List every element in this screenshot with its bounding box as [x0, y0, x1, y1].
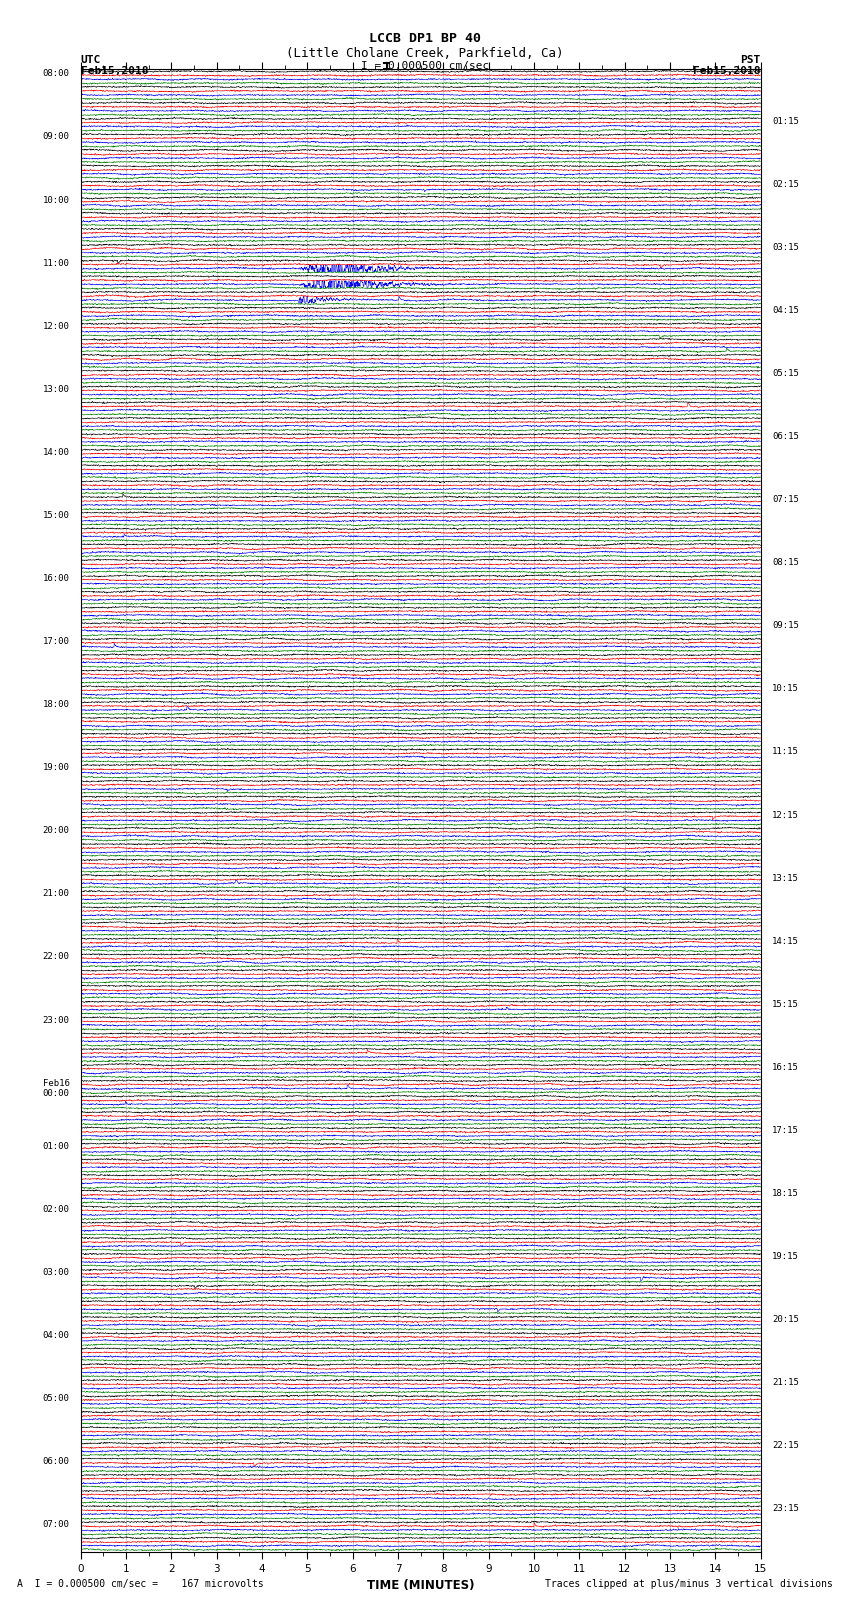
Text: Traces clipped at plus/minus 3 vertical divisions: Traces clipped at plus/minus 3 vertical … — [545, 1579, 833, 1589]
Text: 02:00: 02:00 — [42, 1205, 70, 1213]
Text: 04:15: 04:15 — [772, 306, 799, 315]
Text: 01:00: 01:00 — [42, 1142, 70, 1150]
Text: Feb15,2018: Feb15,2018 — [81, 66, 148, 76]
Text: 17:00: 17:00 — [42, 637, 70, 647]
Text: Feb15,2018: Feb15,2018 — [694, 66, 761, 76]
Text: 12:00: 12:00 — [42, 321, 70, 331]
Text: 15:15: 15:15 — [772, 1000, 799, 1008]
Text: 22:15: 22:15 — [772, 1442, 799, 1450]
Text: 06:00: 06:00 — [42, 1457, 70, 1466]
Text: 22:00: 22:00 — [42, 952, 70, 961]
Text: 03:00: 03:00 — [42, 1268, 70, 1277]
Text: 08:00: 08:00 — [42, 69, 70, 79]
Text: 21:15: 21:15 — [772, 1378, 799, 1387]
Text: A  I = 0.000500 cm/sec =    167 microvolts: A I = 0.000500 cm/sec = 167 microvolts — [17, 1579, 264, 1589]
Text: UTC: UTC — [81, 55, 101, 65]
Text: 05:00: 05:00 — [42, 1394, 70, 1403]
Text: Feb16
00:00: Feb16 00:00 — [42, 1079, 70, 1098]
Text: 23:15: 23:15 — [772, 1505, 799, 1513]
Text: 10:15: 10:15 — [772, 684, 799, 694]
Text: 13:00: 13:00 — [42, 386, 70, 394]
Text: 16:00: 16:00 — [42, 574, 70, 582]
Text: (Little Cholane Creek, Parkfield, Ca): (Little Cholane Creek, Parkfield, Ca) — [286, 47, 564, 60]
Text: 20:00: 20:00 — [42, 826, 70, 836]
Text: 04:00: 04:00 — [42, 1331, 70, 1340]
Text: 19:00: 19:00 — [42, 763, 70, 773]
Text: 21:00: 21:00 — [42, 889, 70, 898]
Text: 11:00: 11:00 — [42, 258, 70, 268]
Text: 12:15: 12:15 — [772, 811, 799, 819]
Text: 18:00: 18:00 — [42, 700, 70, 710]
Text: 07:00: 07:00 — [42, 1519, 70, 1529]
Text: 18:15: 18:15 — [772, 1189, 799, 1198]
Text: 16:15: 16:15 — [772, 1063, 799, 1073]
Text: 09:15: 09:15 — [772, 621, 799, 631]
Text: 17:15: 17:15 — [772, 1126, 799, 1136]
Text: 23:00: 23:00 — [42, 1016, 70, 1024]
Text: 02:15: 02:15 — [772, 179, 799, 189]
X-axis label: TIME (MINUTES): TIME (MINUTES) — [367, 1579, 474, 1592]
Text: 09:00: 09:00 — [42, 132, 70, 142]
Text: 19:15: 19:15 — [772, 1252, 799, 1261]
Text: LCCB DP1 BP 40: LCCB DP1 BP 40 — [369, 32, 481, 45]
Text: 07:15: 07:15 — [772, 495, 799, 505]
Text: PST: PST — [740, 55, 761, 65]
Text: I = 0.000500 cm/sec: I = 0.000500 cm/sec — [361, 61, 489, 71]
Text: 15:00: 15:00 — [42, 511, 70, 519]
Text: 14:15: 14:15 — [772, 937, 799, 945]
Text: 05:15: 05:15 — [772, 369, 799, 377]
Text: 14:00: 14:00 — [42, 448, 70, 456]
Text: 11:15: 11:15 — [772, 747, 799, 756]
Text: 08:15: 08:15 — [772, 558, 799, 568]
Text: 01:15: 01:15 — [772, 116, 799, 126]
Text: 03:15: 03:15 — [772, 244, 799, 252]
Text: 10:00: 10:00 — [42, 195, 70, 205]
Text: 20:15: 20:15 — [772, 1315, 799, 1324]
Text: 06:15: 06:15 — [772, 432, 799, 440]
Text: 13:15: 13:15 — [772, 874, 799, 882]
